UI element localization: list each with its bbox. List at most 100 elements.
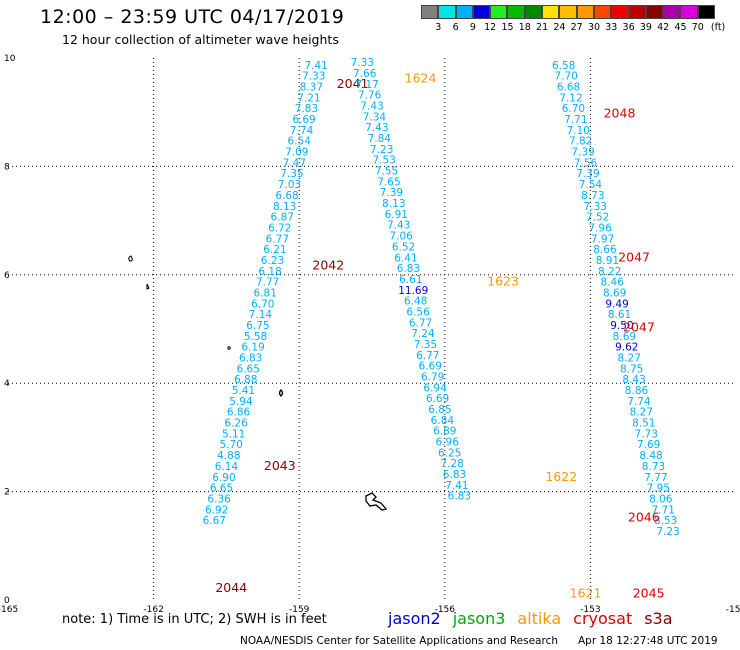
wave-height-label: 5.11 [222,428,245,440]
wave-height-label: 7.66 [353,68,377,80]
wave-height-label: 6.54 [288,136,312,148]
wave-height-label: 8.61 [608,309,631,321]
wave-height-label: 6.69 [419,361,442,373]
wave-height-label: 7.71 [564,114,587,126]
wave-height-label: 7.74 [290,125,314,137]
wave-height-label: 8.48 [639,450,662,462]
wave-height-label: 6.94 [423,382,447,394]
pass-time-label: 2047 [623,320,655,335]
legend-label: 30 [587,22,601,33]
generated-timestamp: Apr 18 12:27:48 UTC 2019 [578,635,718,647]
wave-height-label: 7.77 [256,277,279,289]
wave-height-label: 8.27 [630,407,653,419]
wave-height-label: 8.37 [300,82,323,94]
legend-swatch [628,5,646,19]
legend-swatch [524,5,543,19]
wave-height-label: 8.69 [603,287,626,299]
credit-line: NOAA/NESDIS Center for Satellite Applica… [240,635,558,647]
wave-height-label: 6.26 [224,418,248,430]
wave-height-label: 6.96 [436,437,460,449]
wave-height-label: 8.73 [581,190,604,202]
legend-label: 24 [553,22,566,33]
legend-label: 3 [435,22,442,33]
wave-height-label: 7.17 [355,79,378,91]
x-tick-label: -156 [435,605,456,615]
pass-time-label: 2044 [215,580,247,595]
island-outline [278,389,284,397]
y-tick-label: 8 [4,162,10,172]
pass-time-label: 2048 [604,106,636,121]
wave-height-label: 6.70 [562,103,585,115]
pass-time-label: 2047 [618,249,650,264]
satellite-name: jason3 [452,609,506,628]
wave-height-label: 7.06 [389,231,413,243]
x-tick-label: -150 [726,605,740,615]
legend-label: 42 [657,22,670,33]
wave-height-label: 7.23 [370,144,393,156]
wave-height-label: 6.83 [443,469,466,481]
satellite-legend: jason2 jason3 altika cryosat s3a [388,609,685,628]
legend-swatch [611,5,629,19]
wave-height-label: 8.86 [625,385,649,397]
wave-height-label: 7.53 [372,155,395,167]
wave-height-label: 6.58 [552,60,575,72]
legend-swatch [645,5,664,19]
wave-height-label: 6.61 [399,274,422,286]
wave-height-label: 7.33 [351,57,374,69]
wave-height-label: 7.97 [591,233,614,245]
wave-height-label: 8.91 [596,255,619,267]
legend-swatch [559,5,577,19]
wave-height-label: 7.56 [574,157,598,169]
wave-height-label: 6.79 [421,371,444,383]
legend-label: 21 [536,22,549,33]
wave-height-label: 7.43 [387,220,410,232]
wave-height-label: 4.88 [217,450,240,462]
pass-time-label: 2045 [633,585,665,600]
wave-height-label: 5.94 [229,396,253,408]
pass-time-label: 1622 [545,469,577,484]
wave-height-label: 7.03 [278,179,301,191]
wave-height-label: 7.77 [644,472,667,484]
legend-swatch [697,5,716,19]
wave-height-label: 7.39 [576,168,599,180]
wave-height-label: 5.70 [220,439,243,451]
wave-height-label: 6.85 [428,404,451,416]
wave-height-label: 9.62 [615,342,638,354]
legend-label: 45 [674,22,687,33]
wave-height-label: 8.69 [613,331,636,343]
wave-height-label: 6.83 [397,263,420,275]
wave-height-label: 6.36 [207,493,231,505]
wave-height-label: 5.41 [232,385,255,397]
wave-height-label: 7.39 [571,147,594,159]
wave-height-label: 7.10 [567,125,590,137]
pass-time-label: 2043 [264,458,296,473]
wave-height-label: 7.65 [377,176,400,188]
wave-height-label: 8.13 [273,201,296,213]
wave-height-label: 7.70 [554,71,577,83]
wave-height-label: 6.67 [203,515,226,527]
wave-height-label: 8.51 [632,418,655,430]
wave-height-label: 6.84 [431,415,455,427]
island-outline [365,492,388,511]
wave-height-label: 6.68 [557,82,580,94]
pass-time-label: 2041 [337,76,369,91]
legend-swatch [490,5,508,19]
wave-height-label: 6.41 [394,252,417,264]
wave-height-label: 7.74 [627,396,651,408]
wave-height-label: 7.84 [368,133,392,145]
satellite-name: s3a [644,609,673,628]
wave-height-label: 6.72 [268,222,291,234]
wave-height-label: 7.33 [584,201,607,213]
wave-height-label: 7.39 [380,187,403,199]
pass-time-label: 1624 [405,70,437,85]
pass-time-label: 2042 [312,257,344,272]
wave-height-label: 6.23 [261,255,284,267]
wave-height-label: 7.47 [283,157,306,169]
legend-swatch-row [421,5,716,19]
wave-height-label: 6.18 [258,266,281,278]
wave-height-label: 6.56 [406,306,430,318]
wave-height-label: 7.41 [445,480,468,492]
wave-height-label: 6.25 [438,447,461,459]
y-tick-label: 10 [4,54,16,64]
